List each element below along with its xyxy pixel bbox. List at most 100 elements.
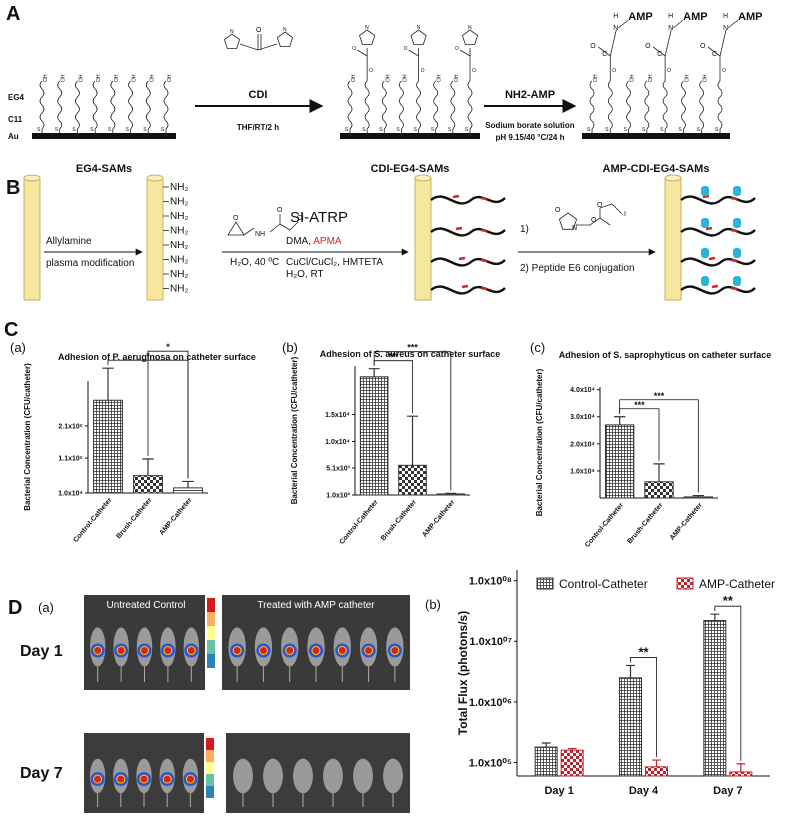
y-tick-label: 1.0x10⁰⁵ (469, 757, 512, 769)
chain (347, 80, 353, 133)
panel-sublabel: (c) (530, 340, 545, 355)
error-bar (142, 458, 154, 476)
amine-label: NH₂ (170, 226, 188, 237)
catheter-end (23, 174, 41, 182)
catheter-end (146, 174, 164, 182)
atom-label: Cl (297, 215, 304, 222)
atom-label: O (455, 46, 459, 52)
colorbar (206, 738, 214, 750)
catheter (146, 177, 164, 301)
surface-label: EG4-SAMs (76, 163, 132, 175)
peptide (733, 186, 741, 196)
step: 1) (520, 224, 529, 235)
bar (436, 493, 466, 496)
panel-label: C (4, 319, 18, 341)
colorbar (206, 774, 214, 786)
ring (223, 33, 241, 49)
x-tick-label: Brush-Catheter (626, 502, 664, 546)
bar (133, 475, 163, 494)
substrate (340, 133, 480, 139)
y-tick-label: 1.1x10⁶ (58, 455, 83, 462)
amine-label: NH₂ (170, 255, 188, 266)
signal (94, 647, 102, 654)
significance-bracket (147, 350, 189, 479)
bar (560, 749, 584, 777)
atom-label: C (712, 51, 717, 58)
chain (644, 80, 650, 133)
conditions: H₂O, RT (286, 269, 324, 280)
colorbar (207, 654, 215, 668)
chart-title: Adhesion of S. saprophyticus on catheter… (559, 350, 772, 360)
atom-label: S (697, 127, 701, 133)
day-label: Day 7 (20, 765, 63, 782)
atom-label: I (624, 211, 626, 218)
atom-label: OH (43, 74, 49, 82)
error-bar (710, 613, 720, 621)
peptide (733, 218, 741, 228)
monomers: DMA, APMA (286, 236, 342, 247)
atom-label: S (605, 127, 609, 133)
bar (534, 746, 558, 777)
layer-label: Au (8, 132, 19, 141)
peptide (701, 248, 709, 258)
signal (365, 647, 373, 654)
atom-label: S (587, 127, 591, 133)
signal (259, 647, 267, 654)
colorbar (206, 762, 214, 774)
atom-label: O (369, 68, 373, 74)
polymer (680, 227, 756, 237)
atom-label: OH (630, 74, 636, 82)
x-tick-label: Control-Catheter (339, 499, 380, 546)
catheter (23, 177, 41, 301)
polymer-segment (458, 256, 488, 263)
conditions: H₂O, 40 ºC (230, 257, 279, 268)
significance-label: *** (654, 391, 665, 401)
atom-label: H (723, 13, 728, 20)
atom-label: S (624, 127, 628, 133)
significance-label: * (166, 342, 170, 352)
chain (39, 80, 45, 133)
error-bar (368, 368, 380, 377)
panel-label: B (6, 177, 20, 199)
panel-sublabel: (a) (10, 340, 26, 355)
atom-label: O (233, 215, 239, 222)
y-tick-label: 1.0x10⁴ (570, 468, 595, 475)
polymer (680, 195, 756, 205)
atom-label: S (431, 127, 435, 133)
bond (408, 48, 419, 57)
signal (186, 775, 194, 783)
polymer (680, 257, 756, 267)
x-tick-label: AMP-Catheter (669, 502, 704, 542)
chain (607, 80, 613, 133)
catheter (664, 177, 682, 301)
catheter-end (414, 174, 432, 182)
atom-label: N (668, 25, 673, 32)
legend-swatch (536, 577, 554, 590)
y-tick-label: 1.0x10⁰⁷ (469, 636, 512, 648)
atom-label: OH (351, 74, 357, 82)
peptide (733, 248, 741, 258)
bond (652, 19, 684, 81)
bar (93, 399, 123, 494)
atom-label: OH (402, 74, 408, 82)
ring (410, 29, 427, 45)
chain (364, 80, 370, 133)
atom-label: N (723, 25, 728, 32)
atom-label: NH (255, 231, 265, 238)
bar (173, 487, 203, 494)
y-tick-label: 5.1x10³ (326, 465, 350, 472)
conditions: CuCl/CuCl₂, HMTETA (286, 257, 383, 268)
x-tick-label: Day 4 (629, 785, 659, 797)
monomer: DMA, (286, 236, 311, 247)
error-bar (102, 367, 114, 401)
atom-label: OH (132, 74, 138, 82)
image (226, 733, 410, 813)
chain (433, 80, 439, 133)
y-axis-label: Total Flux (photons/s) (456, 611, 470, 735)
significance-bracket (619, 399, 699, 493)
atom-label: S (108, 127, 112, 133)
chart-title: Adhesion of P. aeruginosa on catheter su… (58, 352, 256, 362)
x-tick-label: Day 7 (713, 785, 742, 797)
ring (558, 212, 578, 230)
